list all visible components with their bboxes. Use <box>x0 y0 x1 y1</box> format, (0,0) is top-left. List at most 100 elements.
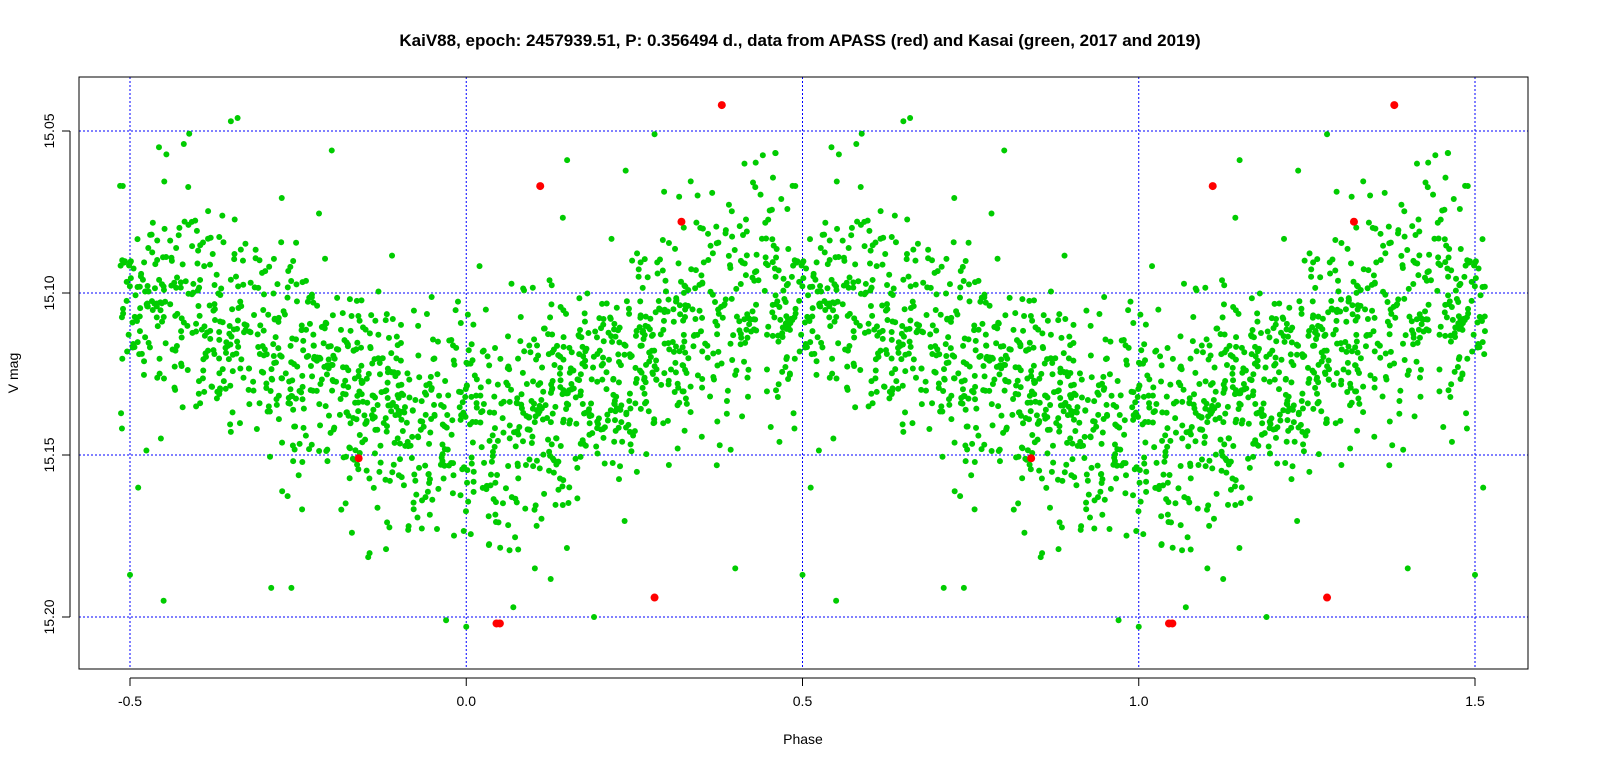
data-point-green <box>212 317 219 324</box>
data-point-green <box>1220 575 1227 582</box>
data-point-green <box>799 283 806 290</box>
data-point-green <box>902 409 909 416</box>
data-point-green <box>1020 420 1027 427</box>
data-point-green <box>434 371 441 378</box>
data-point-green <box>211 282 218 289</box>
data-point-green <box>394 342 401 349</box>
data-point-green <box>340 382 347 389</box>
data-point-green <box>1122 342 1129 349</box>
data-point-green <box>1233 343 1240 350</box>
data-point-green <box>174 274 181 281</box>
data-point-green <box>1225 461 1232 468</box>
data-point-green <box>371 356 378 363</box>
data-point-green <box>416 464 423 471</box>
data-point-green <box>1043 484 1050 491</box>
data-point-green <box>773 301 780 308</box>
data-point-green <box>817 244 824 251</box>
data-point-green <box>370 484 377 491</box>
data-point-green <box>611 326 618 333</box>
data-point-green <box>1146 404 1153 411</box>
data-point-green <box>1295 424 1302 431</box>
data-point-green <box>776 438 783 445</box>
data-point-green <box>586 420 593 427</box>
data-point-green <box>1130 389 1137 396</box>
data-point-green <box>1051 389 1058 396</box>
data-point-green <box>947 345 954 352</box>
data-point-green <box>1229 370 1236 377</box>
data-point-green <box>1130 320 1137 327</box>
data-point-green <box>854 218 861 225</box>
data-point-green <box>778 195 785 202</box>
data-point-green <box>262 268 269 275</box>
data-point-green <box>716 442 723 449</box>
data-point-green <box>1211 364 1218 371</box>
data-point-green <box>353 416 360 423</box>
data-point-green <box>536 402 543 409</box>
data-point-green <box>130 265 137 272</box>
data-point-green <box>888 355 895 362</box>
data-point-green <box>737 341 744 348</box>
data-point-green <box>802 344 809 351</box>
data-point-green <box>160 314 167 321</box>
data-point-green <box>632 400 639 407</box>
data-point-green <box>1445 150 1452 157</box>
data-point-green <box>457 492 464 499</box>
data-point-green <box>1160 482 1167 489</box>
data-point-green <box>1464 355 1471 362</box>
data-point-green <box>531 419 538 426</box>
data-point-green <box>118 425 125 432</box>
data-point-green <box>1242 367 1249 374</box>
data-point-green <box>656 305 663 312</box>
data-point-green <box>993 340 1000 347</box>
data-point-green <box>308 441 315 448</box>
data-point-green <box>540 451 547 458</box>
data-point-green <box>563 310 570 317</box>
data-point-green <box>888 370 895 377</box>
data-point-green <box>405 443 412 450</box>
data-point-green <box>213 395 220 402</box>
data-point-green <box>611 320 618 327</box>
data-point-green <box>1132 409 1139 416</box>
data-point-green <box>400 482 407 489</box>
data-point-green <box>1347 445 1354 452</box>
data-point-green <box>581 410 588 417</box>
data-point-green <box>502 485 509 492</box>
data-point-green <box>608 333 615 340</box>
data-point-green <box>651 131 658 138</box>
data-point-green <box>753 251 760 258</box>
data-point-green <box>1400 446 1407 453</box>
data-point-green <box>135 484 142 491</box>
data-point-green <box>1179 422 1186 429</box>
data-point-green <box>808 351 815 358</box>
data-point-green <box>1248 295 1255 302</box>
data-point-green <box>1104 412 1111 419</box>
data-point-green <box>1311 369 1318 376</box>
data-point-green <box>960 584 967 591</box>
data-point-green <box>759 152 766 159</box>
data-point-green <box>1314 256 1321 263</box>
data-point-green <box>1318 349 1325 356</box>
data-point-green <box>1457 323 1464 330</box>
data-point-green <box>491 425 498 432</box>
data-point-green <box>989 354 996 361</box>
data-point-green <box>1369 307 1376 314</box>
data-point-green <box>1283 326 1290 333</box>
data-point-green <box>692 315 699 322</box>
data-point-green <box>404 370 411 377</box>
data-point-green <box>441 446 448 453</box>
data-point-green <box>694 192 701 199</box>
data-point-green <box>1425 268 1432 275</box>
data-point-green <box>443 617 450 624</box>
data-point-green <box>1232 501 1239 508</box>
data-point-red <box>1390 101 1399 110</box>
data-point-green <box>1272 425 1279 432</box>
data-point-green <box>1049 360 1056 367</box>
data-point-green <box>1137 311 1144 318</box>
data-point-green <box>480 400 487 407</box>
data-point-green <box>902 351 909 358</box>
data-point-green <box>957 267 964 274</box>
data-point-green <box>340 364 347 371</box>
data-point-green <box>1158 513 1165 520</box>
data-point-green <box>142 334 149 341</box>
data-point-green <box>813 259 820 266</box>
